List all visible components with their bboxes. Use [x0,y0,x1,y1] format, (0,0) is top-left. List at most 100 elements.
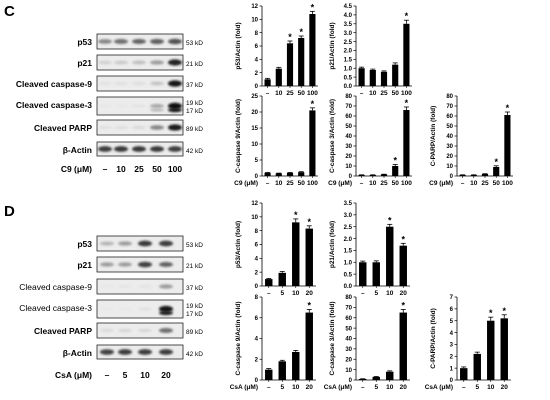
y-tick-label: 0 [450,174,454,180]
y-tick-label: 25 [251,94,258,100]
significance-marker: * [311,99,315,109]
bar [493,167,500,176]
x-tick-label: 25 [380,180,388,187]
blot-c-size-p53: 53 kD [186,40,203,47]
blot-strip [96,299,184,319]
blot-d-dose-2: 10 [140,370,150,380]
y-tick-label: 1.5 [344,249,353,255]
y-axis-label: C-caspase 3/Actin (fold) [329,301,336,375]
bar [459,175,466,176]
blot-c-dose-3: 50 [152,164,162,174]
x-tick-label: 10 [386,384,394,391]
bar [470,175,477,176]
bar [275,173,282,176]
bar [359,262,367,286]
blot-band [138,240,152,247]
blot-band [132,104,146,108]
x-tick-label: 100 [401,180,412,187]
y-tick-label: 0 [255,378,259,384]
blot-d-row-label-ccasp9: Cleaved caspase-9 [19,282,92,292]
x-tick-label: – [361,290,365,297]
blot-band [114,81,128,86]
bar [369,175,376,176]
blot-band [159,261,173,268]
bar [292,351,300,380]
bar [369,70,376,86]
blot-band [159,328,173,333]
significance-marker: * [307,217,311,227]
blot-band [132,60,146,65]
bar [278,272,286,286]
blot-band [114,104,128,108]
bar [386,226,394,286]
blot-strip [96,256,184,273]
y-tick-label: 20 [251,110,258,116]
bar [264,172,271,176]
blot-strip [96,322,184,339]
blot-band [150,81,164,86]
x-tick-label: 50 [298,90,306,97]
significance-marker: * [288,32,292,42]
blot-band [168,38,182,45]
blot-band [138,284,152,289]
y-tick-label: 40 [446,134,453,140]
significance-marker: * [405,98,409,108]
significance-marker: * [494,157,498,167]
y-axis-label: p53/Actin (fold) [235,22,242,69]
y-tick-label: 70 [446,104,453,110]
blot-band [132,125,146,130]
y-tick-label: 2 [255,357,259,363]
y-tick-label: 1.0 [344,66,353,72]
x-tick-label: – [360,180,364,187]
blot-c-row-label-actin: β-Actin [63,145,92,155]
y-tick-label: 2.0 [344,49,353,55]
y-tick-label: 7 [450,295,454,301]
y-tick-label: 20 [345,357,352,363]
x-tick-label: 20 [306,384,314,391]
y-tick-label: 3.5 [344,201,353,207]
blot-strip [96,96,184,116]
x-tick-label: 10 [369,180,377,187]
x-tick-label: – [266,180,270,187]
x-tick-label: 25 [286,90,294,97]
blot-strip [96,141,184,157]
bar [399,312,407,380]
blot-strip [96,278,184,295]
y-tick-label: 1.5 [344,58,353,64]
y-tick-label: 60 [446,114,453,120]
blot-c-size-cparp: 89 kD [186,126,203,133]
blot-band [150,38,164,45]
significance-marker: * [299,27,303,37]
blot-c-row-label-p53: p53 [77,37,92,47]
y-tick-label: 0 [349,378,353,384]
y-tick-label: 3.5 [344,22,353,28]
blot-band [150,146,164,152]
y-tick-label: 12 [251,201,258,207]
y-tick-label: 70 [345,306,352,312]
y-tick-label: 2 [255,270,259,276]
bar-chart: 0 1 2 3 4 5 6 7 – 5 * 10 * 20 C-PARP/Actin (fold) CsA (… [425,295,511,391]
blot-c-dose-2: 25 [134,164,144,174]
y-tick-label: 0 [255,174,259,180]
y-tick-label: 8 [255,229,259,235]
blot-band [118,284,132,289]
significance-marker: * [294,210,298,220]
blot-band [118,328,132,333]
blot-c-row-label-ccasp3: Cleaved caspase-3 [16,100,92,110]
bar-chart: 0 2 4 6 8 10 12 – 5 * 10 * 20 p53/Actin (fold) [235,201,316,297]
x-tick-label: 100 [401,90,412,97]
x-tick-label: – [267,290,271,297]
blot-c-size-ccasp3-a: 19 kD [186,100,203,107]
blot-band [159,305,173,313]
blot-band [118,262,132,267]
x-tick-label: 10 [487,384,495,391]
y-axis-label: C-PARP/Actin (fold) [430,308,437,369]
x-tick-label: 5 [475,384,479,391]
blot-band [118,349,132,355]
x-tick-label: 50 [493,180,501,187]
blot-band [114,146,128,152]
x-tick-label: – [360,90,364,97]
y-tick-label: 2 [255,71,259,77]
bar [278,361,286,380]
